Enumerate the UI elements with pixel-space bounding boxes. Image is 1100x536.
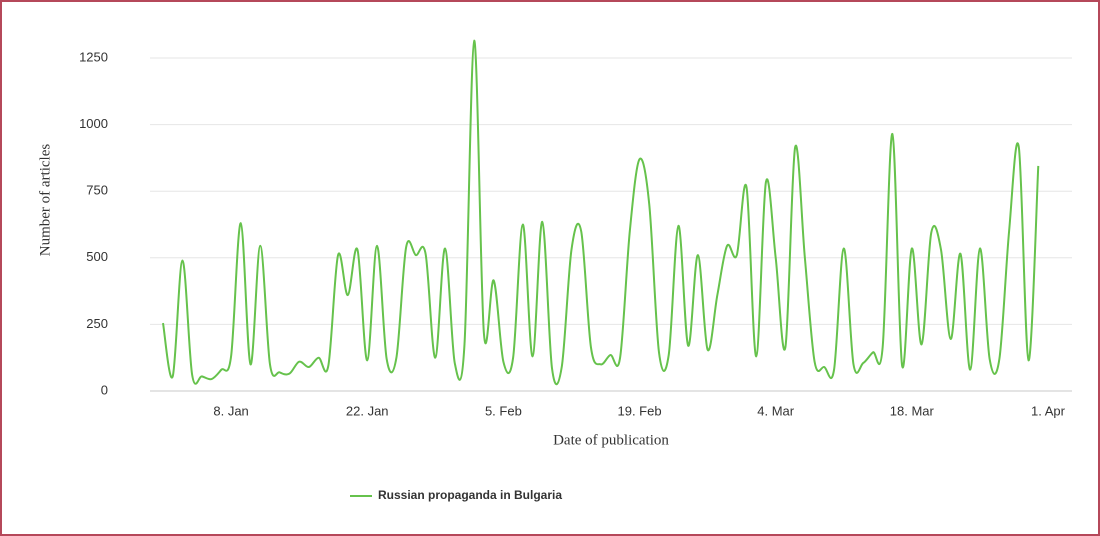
y-tick-label: 0 — [101, 382, 108, 397]
y-axis-title: Number of articles — [37, 144, 53, 257]
x-tick-label: 4. Mar — [757, 403, 795, 418]
x-tick-label: 1. Apr — [1031, 403, 1066, 418]
y-tick-label: 1250 — [79, 49, 108, 64]
legend-label: Russian propaganda in Bulgaria — [378, 488, 562, 502]
x-tick-label: 18. Mar — [890, 403, 935, 418]
y-tick-label: 750 — [86, 183, 108, 198]
y-tick-label: 250 — [86, 316, 108, 331]
x-tick-label: 19. Feb — [617, 403, 661, 418]
y-tick-label: 500 — [86, 249, 108, 264]
x-axis-title: Date of publication — [553, 432, 669, 448]
data-line — [162, 39, 1040, 386]
x-tick-label: 5. Feb — [485, 403, 522, 418]
y-tick-label: 1000 — [79, 116, 108, 131]
x-tick-label: 22. Jan — [346, 403, 389, 418]
x-tick-label: 8. Jan — [213, 403, 248, 418]
